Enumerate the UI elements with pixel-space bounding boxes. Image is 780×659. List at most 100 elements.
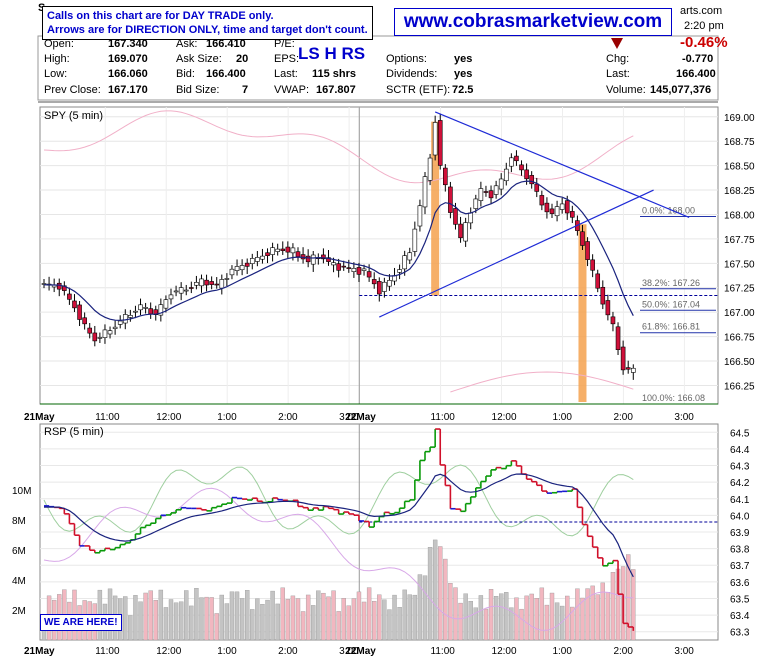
rsp-volume-bar-71: [402, 589, 407, 641]
rsp-volume-bar-103: [565, 595, 570, 641]
quote-box: [37, 35, 719, 101]
rsp-volume-bar-78: [438, 546, 443, 641]
spy-candle-body-28: [183, 289, 189, 292]
rsp-volume-bar-86: [478, 595, 484, 641]
rsp-volume-bar-39: [239, 598, 245, 641]
rsp-xtick-label-11: 3:00: [674, 646, 694, 657]
spy-fib-label-4: 100.0%: 166.08: [642, 393, 705, 403]
rsp-xtick-label-7: 11:00: [431, 646, 456, 657]
spy-moving-average: [43, 180, 634, 322]
rsp-volume-bar-70: [397, 607, 402, 641]
signal-letters: LS H RS: [298, 44, 366, 63]
spy-candle-body-50: [295, 251, 301, 257]
rsp-volume-bar-24: [163, 607, 169, 641]
rsp-volume-bar-32: [204, 596, 209, 641]
spy-candle-body-9: [87, 327, 93, 334]
site-url-link[interactable]: www.cobrasmarketview.com: [394, 8, 672, 36]
rsp-volume-bar-33: [209, 597, 214, 641]
spy-candle-body-60: [346, 267, 352, 269]
spy-trendline-lower: [379, 189, 654, 318]
rsp-volume-bar-85: [473, 607, 478, 641]
spy-candle-body-45: [270, 247, 275, 255]
rsp-volume-bar-109: [595, 594, 600, 641]
change-percent: -0.46%: [680, 34, 728, 51]
spy-trendline-upper: [434, 111, 690, 218]
rsp-xtick-label-8: 12:00: [492, 646, 517, 657]
spy-candle-body-99: [544, 202, 550, 213]
spy-candle-body-6: [72, 300, 77, 309]
spy-candle-body-63: [361, 268, 367, 271]
rsp-ytick-label-0: 64.5: [730, 428, 750, 439]
rsp-xtick-label-6: 22May: [345, 646, 376, 657]
spy-xtick-label-3: 1:00: [217, 412, 237, 423]
spy-candle-body-19: [138, 304, 143, 311]
rsp-volume-bar-90: [499, 593, 504, 641]
spy-xtick-label-1: 11:00: [95, 412, 120, 423]
spy-xtick-label-10: 2:00: [613, 412, 633, 423]
rsp-volume-bar-95: [524, 595, 529, 641]
spy-candle-body-104: [570, 211, 575, 218]
spy-candle-body-98: [539, 195, 545, 206]
rsp-volume-bar-104: [570, 606, 575, 641]
rsp-volume-bar-48: [285, 599, 291, 641]
rsp-volume-bar-37: [229, 591, 235, 641]
spy-candle-body-43: [260, 255, 265, 260]
spy-candle-body-64: [366, 271, 372, 278]
spy-candle-body-114: [620, 346, 626, 371]
rsp-volume-bar-67: [382, 599, 387, 641]
high-value: 169.070: [108, 53, 148, 65]
bid-size-label: Bid Size:: [176, 84, 220, 96]
rsp-volume-bar-44: [265, 599, 270, 641]
spy-ytick-label-8: 167.00: [724, 308, 755, 319]
spy-candle-body-23: [158, 304, 164, 316]
rsp-volume-bar-92: [509, 607, 514, 641]
spy-highlight-bar-1: [578, 224, 587, 402]
rsp-volume-bar-66: [377, 594, 382, 641]
spy-xtick-label-2: 12:00: [156, 412, 181, 423]
spy-fib-label-2: 50.0%: 167.04: [642, 299, 700, 309]
options-label: Options:: [386, 53, 427, 65]
rsp-ytick-label-1: 64.4: [730, 445, 750, 456]
spy-candle-body-91: [503, 168, 509, 182]
spy-candle-body-67: [382, 281, 387, 292]
spy-candle-body-68: [387, 280, 392, 287]
spy-candle-body-109: [595, 273, 601, 289]
rsp-volume-bar-87: [483, 608, 489, 641]
options-value: yes: [454, 53, 473, 65]
bid-label: Bid:: [176, 68, 195, 80]
rsp-volume-bar-105: [575, 588, 580, 641]
rsp-volume-bar-98: [539, 587, 545, 641]
vwap-label: VWAP:: [274, 84, 310, 96]
rsp-volume-bar-34: [214, 613, 219, 641]
rsp-volume-bar-26: [173, 602, 179, 641]
spy-candle-body-39: [239, 265, 245, 271]
spy-xtick-label-6: 22May: [345, 412, 376, 423]
rsp-volume-bar-41: [250, 609, 255, 641]
spy-xtick-label-9: 1:00: [552, 412, 572, 423]
low-label: Low:: [44, 68, 68, 80]
rsp-volume-bar-54: [316, 590, 321, 641]
spy-ytick-label-11: 166.25: [724, 381, 755, 392]
spy-xtick-label-7: 11:00: [431, 412, 456, 423]
rsp-volume-bar-108: [590, 585, 595, 641]
rsp-volume-bar-61: [351, 598, 357, 641]
rsp-volume-tick-0: 10M: [12, 486, 31, 497]
rsp-xtick-label-1: 11:00: [95, 646, 120, 657]
spy-candle-body-95: [524, 169, 529, 180]
spy-candle-body-96: [529, 175, 534, 185]
rsp-volume-bar-45: [270, 590, 275, 641]
rsp-volume-bar-20: [143, 592, 148, 641]
spy-candle-body-5: [67, 293, 72, 300]
rsp-volume-bar-84: [468, 600, 473, 641]
rsp-volume-bar-51: [300, 611, 306, 641]
spy-lower-band: [450, 371, 634, 393]
spy-candle-body-110: [600, 286, 606, 305]
rsp-green-line: [43, 464, 634, 537]
spy-highlight-bar-0: [431, 121, 440, 296]
rsp-volume-bar-77: [432, 539, 438, 641]
rsp-ytick-label-3: 64.2: [730, 478, 750, 489]
spy-candle-body-83: [463, 222, 468, 242]
rsp-volume-bar-106: [580, 597, 585, 641]
spy-candle-body-87: [483, 191, 489, 193]
